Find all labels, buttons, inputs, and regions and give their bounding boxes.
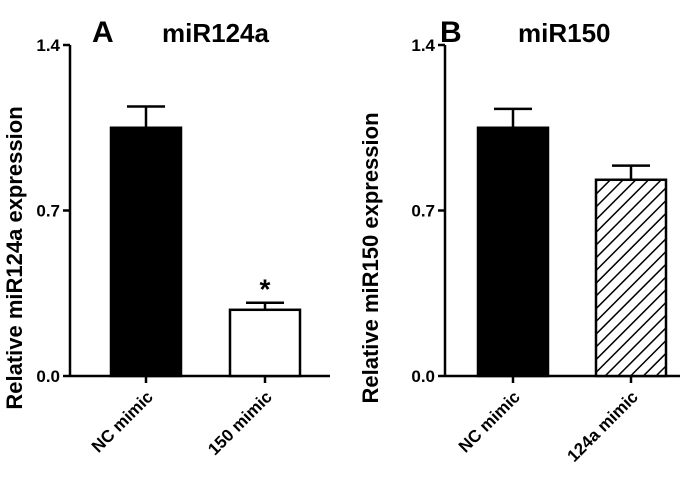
bar — [594, 178, 668, 378]
panel-letter: A — [92, 16, 114, 49]
y-tick-label: 0.7 — [411, 202, 435, 221]
plot-area: 0.0 0.7 1.4 NC mimic 124a mimic — [411, 36, 680, 466]
category-label: NC mimic — [455, 387, 524, 456]
chart-title: miR150 — [518, 18, 611, 48]
y-tick-label: 0.0 — [36, 367, 60, 386]
category-label: NC mimic — [88, 387, 157, 456]
y-tick-label: 1.4 — [411, 36, 435, 55]
y-axis-label: Relative miR150 expression — [358, 112, 383, 403]
bar — [109, 126, 183, 378]
category-label: 150 mimic — [204, 387, 276, 459]
y-tick-label: 1.4 — [36, 36, 60, 55]
bar — [228, 308, 302, 378]
bar — [476, 126, 550, 378]
category-label: 124a mimic — [564, 387, 642, 465]
significance-marker: * — [260, 274, 271, 305]
y-tick-label: 0.7 — [36, 202, 60, 221]
y-axis-label: Relative miR124a expression — [2, 106, 27, 409]
chart-title: miR124a — [162, 18, 269, 48]
plot-area: 0.0 0.7 1.4 NC mimic 150 mimic * — [36, 36, 330, 459]
y-tick-label: 0.0 — [411, 367, 435, 386]
panel-a: A miR124a Relative miR124a expression 0.… — [2, 16, 330, 459]
panel-letter: B — [440, 16, 462, 49]
panel-b: B miR150 Relative miR150 expression 0.00… — [358, 16, 680, 466]
